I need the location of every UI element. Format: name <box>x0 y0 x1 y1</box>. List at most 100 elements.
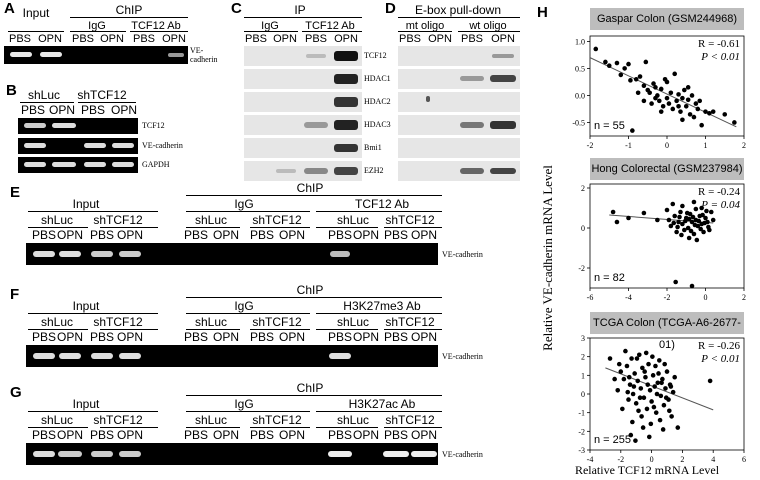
d-blot-bmi1 <box>398 138 520 158</box>
data-point <box>649 101 654 106</box>
e-subgroup: shTCF12 <box>385 213 435 227</box>
panel-label-f: F <box>10 286 20 303</box>
y-tick-label: -2 <box>578 427 585 436</box>
data-point <box>678 109 683 114</box>
data-point <box>618 72 624 78</box>
c-lane: OPN <box>334 33 358 45</box>
blot-band <box>334 74 358 84</box>
a-group-chip: ChIP <box>115 3 143 17</box>
e-subgroup: shTCF12 <box>93 213 143 227</box>
g-lane: PBS <box>31 428 57 442</box>
gel-band <box>59 353 81 359</box>
data-point <box>689 283 695 289</box>
g-lane: PBS <box>249 428 275 442</box>
g-group-line <box>316 411 442 412</box>
g-lane: PBS <box>89 428 115 442</box>
b-lane: OPN <box>110 103 138 117</box>
x-tick-label: 0 <box>650 455 654 464</box>
data-point <box>658 86 664 92</box>
scatter-plot-3: -4 -2 0 2 4 6 -3 -2 -1 0 1 2 3 <box>578 334 746 464</box>
data-point <box>672 374 677 380</box>
data-point <box>674 229 679 235</box>
a-lane: OPN <box>38 33 62 45</box>
data-point <box>603 59 608 65</box>
data-point <box>684 210 690 216</box>
data-point <box>689 219 695 225</box>
c-row-label: HDAC1 <box>364 74 391 83</box>
scatter-stats-3: R = -0.26 P < 0.01 <box>680 340 740 366</box>
scatter-n-1: n = 55 <box>594 120 625 132</box>
e-subgroup-line <box>186 227 240 228</box>
data-point <box>695 106 701 112</box>
data-point <box>701 229 706 235</box>
data-point <box>670 389 676 395</box>
data-point <box>626 374 632 380</box>
y-tick-label: 0.5 <box>575 64 585 73</box>
c-row-label: EZH2 <box>364 166 384 175</box>
g-gel <box>26 443 438 465</box>
f-lane: PBS <box>183 330 209 344</box>
gel-band <box>330 251 350 257</box>
gel-band <box>91 451 113 457</box>
c-title-line <box>244 17 362 18</box>
x-tick-label: -2 <box>617 455 624 464</box>
e-subgroup: shLuc <box>40 213 74 227</box>
data-point <box>673 279 678 285</box>
e-group-line <box>316 211 442 212</box>
g-subgroup-line <box>28 427 88 428</box>
data-point <box>678 209 683 215</box>
data-point <box>641 83 647 89</box>
data-point <box>638 386 644 391</box>
data-point <box>663 386 668 391</box>
f-subgroup-line <box>384 329 442 330</box>
data-point <box>685 97 691 103</box>
e-lane: PBS <box>327 228 353 242</box>
data-point <box>670 201 676 207</box>
g-lane: OPN <box>116 428 144 442</box>
data-point <box>653 410 659 415</box>
e-subgroup: shLuc <box>336 213 370 227</box>
g-group: Input <box>72 397 100 411</box>
data-point <box>661 402 667 408</box>
f-title-line <box>186 297 442 298</box>
d-title-line <box>398 17 520 18</box>
g-lane: OPN <box>410 428 438 442</box>
data-point <box>691 199 697 205</box>
data-point <box>614 60 620 66</box>
data-point <box>642 369 647 374</box>
data-point <box>707 378 713 384</box>
gel-band <box>33 251 55 257</box>
data-point <box>640 425 646 430</box>
scatter-stats-1: R = -0.61 P < 0.01 <box>680 38 740 64</box>
y-tick-label: -3 <box>578 446 585 455</box>
data-point <box>680 117 685 123</box>
gel-band <box>33 451 55 457</box>
gel-band <box>40 52 62 57</box>
data-point <box>626 397 631 402</box>
data-point <box>655 380 661 386</box>
data-point <box>664 207 670 213</box>
data-point <box>630 391 636 397</box>
data-point <box>706 224 711 230</box>
blot-band <box>460 168 484 174</box>
data-point <box>658 109 664 114</box>
data-point <box>686 216 692 222</box>
data-point <box>612 376 617 382</box>
a-group-igg: IgG <box>88 20 106 32</box>
data-point <box>699 205 704 211</box>
blot-band <box>426 96 430 102</box>
a-chip-line <box>70 17 188 18</box>
x-tick-label: 2 <box>680 455 684 464</box>
gel-band <box>24 143 46 148</box>
a-lane: OPN <box>100 33 124 45</box>
gel-band <box>168 53 184 57</box>
panel-label-b: B <box>6 82 17 99</box>
p-value: P < 0.01 <box>701 353 740 365</box>
data-point <box>654 391 660 397</box>
data-point <box>690 214 696 220</box>
x-tick-label: 6 <box>742 455 746 464</box>
data-point <box>607 356 613 361</box>
data-point <box>700 212 705 218</box>
f-lane: PBS <box>383 330 409 344</box>
trend-line <box>605 367 714 411</box>
